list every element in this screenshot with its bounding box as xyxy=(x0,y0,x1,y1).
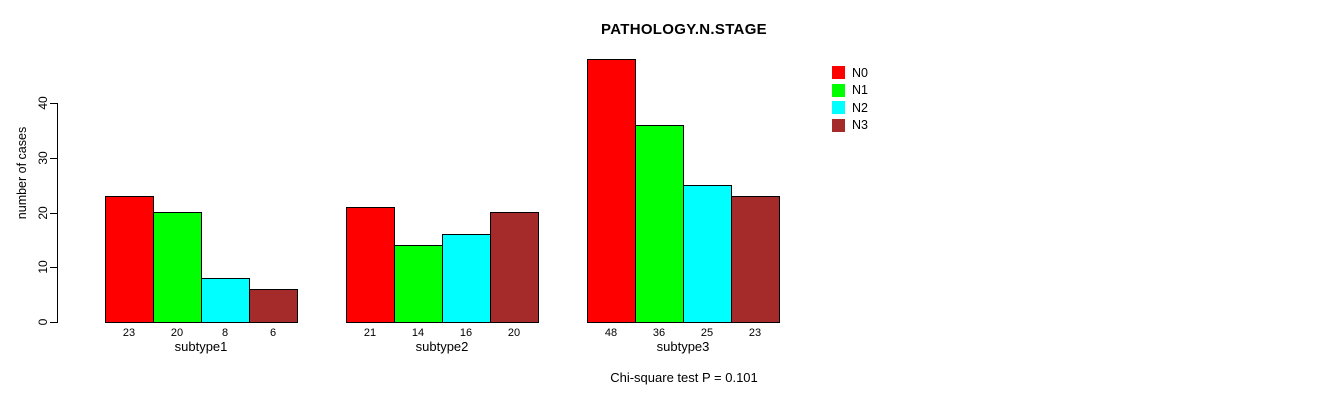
y-axis-title: number of cases xyxy=(15,126,29,220)
bar-subtype3-N2 xyxy=(683,185,732,323)
legend-swatch-N2 xyxy=(832,101,845,114)
bar-subtype3-N1 xyxy=(635,125,684,323)
bar-value-label: 8 xyxy=(221,327,229,339)
y-tick-label: 40 xyxy=(36,96,50,110)
legend-entry-N2: N2 xyxy=(832,100,868,115)
legend-swatch-N3 xyxy=(832,118,845,132)
bar-value-label: 20 xyxy=(507,327,521,339)
bar-value-label: 25 xyxy=(700,327,714,339)
legend-label: N0 xyxy=(852,65,868,80)
bar-value-label: 23 xyxy=(748,327,762,339)
legend-entry-N1: N1 xyxy=(832,83,868,97)
bar-subtype2-N0 xyxy=(346,207,395,323)
bar-value-label: 20 xyxy=(170,327,184,339)
bar-subtype2-N1 xyxy=(394,245,443,323)
y-axis-line xyxy=(57,103,58,323)
bar-value-label: 16 xyxy=(459,327,473,339)
bar-value-label: 23 xyxy=(122,327,136,339)
bar-value-label: 21 xyxy=(363,327,377,339)
legend-entry-N0: N0 xyxy=(832,65,868,80)
legend-swatch-N1 xyxy=(832,83,845,97)
y-tick-label: 30 xyxy=(36,151,50,165)
y-tick-mark xyxy=(50,267,57,268)
legend-label: N3 xyxy=(852,118,868,132)
bar-subtype1-N1 xyxy=(153,212,202,323)
group-label-subtype3: subtype3 xyxy=(656,339,710,354)
y-tick-mark xyxy=(50,213,57,214)
bar-subtype1-N2 xyxy=(201,278,250,323)
bar-value-label: 36 xyxy=(652,327,666,339)
y-tick-mark xyxy=(50,158,57,159)
bar-value-label: 14 xyxy=(411,327,425,339)
legend-entry-N3: N3 xyxy=(832,118,868,132)
y-tick-mark xyxy=(50,103,57,104)
y-tick-label: 20 xyxy=(36,206,50,220)
bar-subtype1-N3 xyxy=(249,289,298,323)
bar-subtype3-N0 xyxy=(587,59,636,323)
chart-title: PATHOLOGY.N.STAGE xyxy=(601,21,767,38)
y-tick-mark xyxy=(50,322,57,323)
legend-label: N1 xyxy=(852,83,868,97)
chi-square-annotation: Chi-square test P = 0.101 xyxy=(610,370,758,385)
y-tick-label: 0 xyxy=(36,318,50,326)
bar-value-label: 48 xyxy=(604,327,618,339)
legend-label: N2 xyxy=(852,100,868,115)
group-label-subtype2: subtype2 xyxy=(415,339,469,354)
bar-subtype3-N3 xyxy=(731,196,780,323)
bar-subtype1-N0 xyxy=(105,196,154,323)
legend-swatch-N0 xyxy=(832,66,845,79)
bar-subtype2-N3 xyxy=(490,212,539,323)
bar-value-label: 6 xyxy=(269,327,277,339)
group-label-subtype1: subtype1 xyxy=(174,339,228,354)
bar-subtype2-N2 xyxy=(442,234,491,323)
y-tick-label: 10 xyxy=(36,260,50,274)
